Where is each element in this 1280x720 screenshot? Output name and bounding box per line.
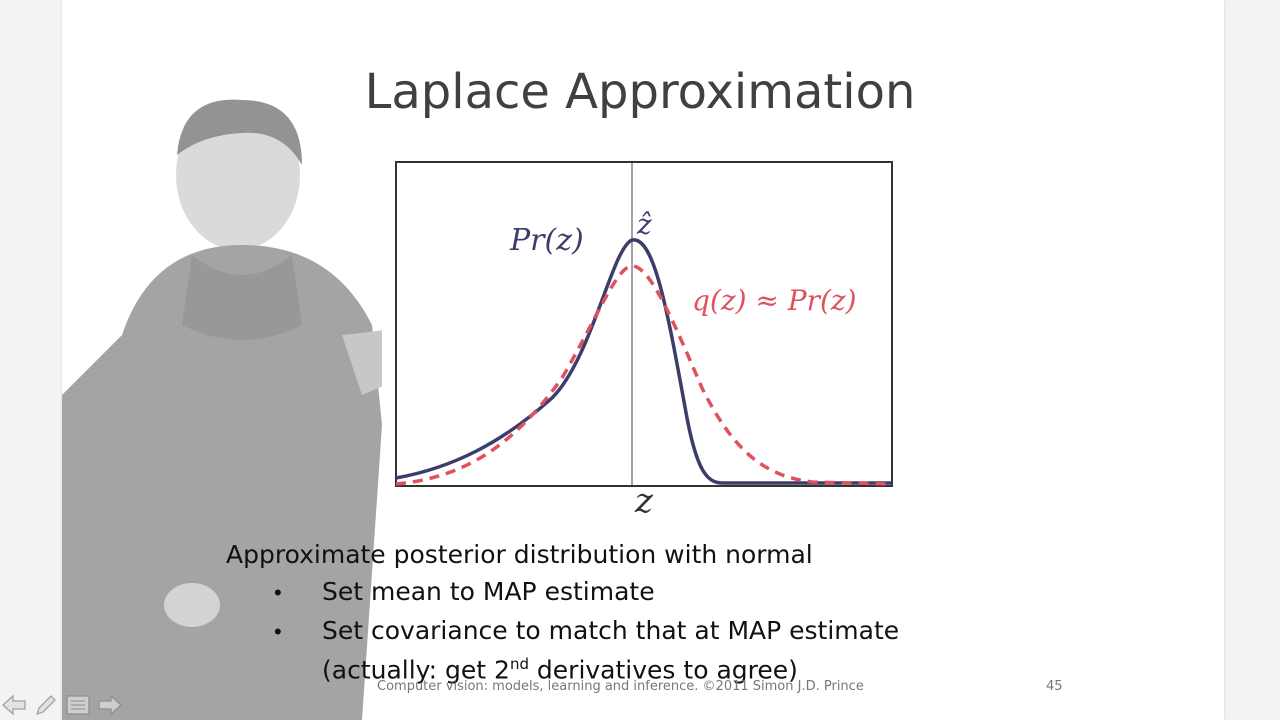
menu-icon[interactable] xyxy=(64,692,92,718)
chart-frame xyxy=(395,161,893,487)
slide-title: Laplace Approximation xyxy=(364,64,916,120)
pencil-icon[interactable] xyxy=(32,692,60,718)
bullet-2-continuation: (actually: get 2nd derivatives to agree) xyxy=(322,655,798,684)
arrow-left-icon[interactable] xyxy=(0,692,28,718)
page-number: 45 xyxy=(1046,679,1063,694)
bullet-dot: • xyxy=(274,580,282,605)
bullet-1: Set mean to MAP estimate xyxy=(322,577,655,606)
bullet-dot: • xyxy=(274,619,282,644)
footer-credit: Computer vision: models, learning and in… xyxy=(377,679,864,694)
pr-curve xyxy=(395,238,892,485)
laplace-chart: Pr(z) ẑ q(z) ≈ Pr(z) z xyxy=(395,161,893,518)
superscript: nd xyxy=(509,655,529,673)
slideshow-nav xyxy=(0,692,124,718)
presenter-image xyxy=(62,99,382,720)
q-label: q(z) ≈ Pr(z) xyxy=(692,284,857,317)
x-axis-label: z xyxy=(634,481,654,518)
zhat-label: ẑ xyxy=(636,208,652,241)
main-text: Approximate posterior distribution with … xyxy=(226,540,813,569)
bullet-2: Set covariance to match that at MAP esti… xyxy=(322,616,900,645)
arrow-right-icon[interactable] xyxy=(96,692,124,718)
continuation-suffix: derivatives to agree) xyxy=(528,655,798,685)
continuation-prefix: (actually: get 2 xyxy=(322,655,510,685)
pr-label: Pr(z) xyxy=(509,223,584,258)
